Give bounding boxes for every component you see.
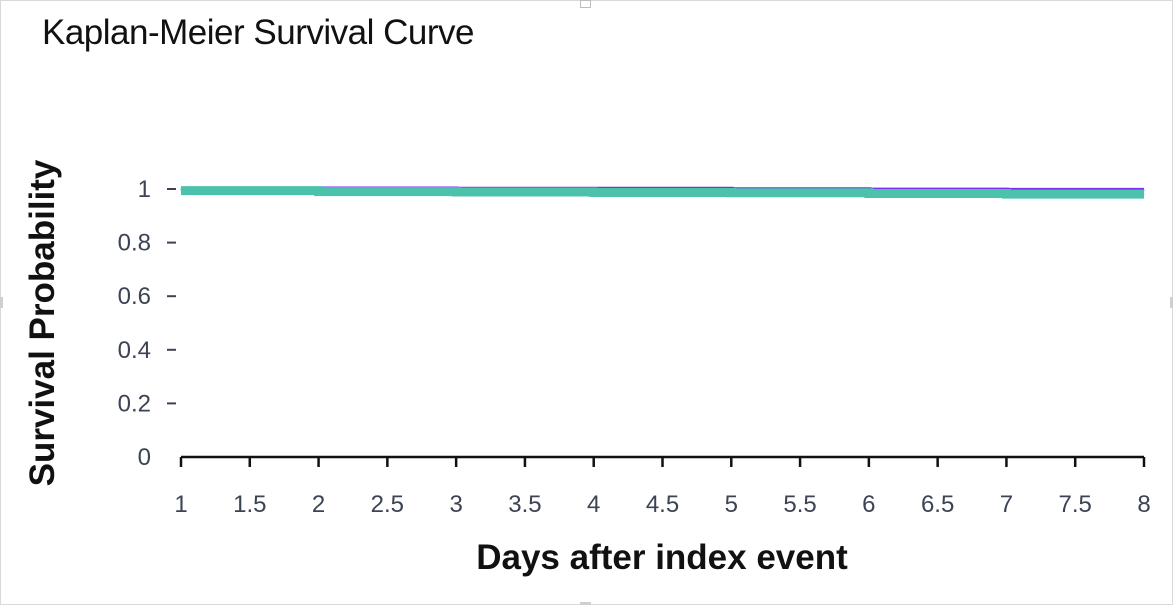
resize-handle-bottom[interactable] — [580, 602, 591, 605]
y-axis-title: Survival Probability — [23, 159, 62, 486]
km-series-point — [1143, 193, 1145, 195]
x-tick-label: 3 — [449, 491, 462, 518]
resize-handle-top[interactable] — [580, 0, 591, 8]
resize-handle-left[interactable] — [0, 297, 3, 308]
x-tick-label: 6.5 — [921, 491, 954, 518]
x-axis-title: Days after index event — [476, 538, 848, 577]
x-tick-label: 1.5 — [233, 491, 266, 518]
y-tick-label: 0 — [138, 444, 151, 471]
x-tick-label: 7.5 — [1059, 491, 1092, 518]
x-tick-label: 5.5 — [783, 491, 816, 518]
y-tick-label: 0.6 — [118, 283, 151, 310]
km-series-point — [730, 192, 732, 194]
x-tick-label: 5 — [725, 491, 738, 518]
km-series-point — [455, 191, 457, 193]
y-axis: 0 0.2 0.4 0.6 0.8 1 — [118, 176, 176, 471]
x-axis: 1 1.5 2 2.5 3 3.5 4 4.5 5 5.5 6 6.5 7 7.5 8 — [174, 455, 1151, 518]
km-series-point — [318, 191, 320, 193]
km-series-point — [593, 191, 595, 193]
x-tick-label: 8 — [1137, 491, 1150, 518]
x-tick-label: 6 — [862, 491, 875, 518]
km-series-point — [1005, 193, 1007, 195]
x-tick-label: 4.5 — [646, 491, 679, 518]
y-tick-label: 1 — [138, 176, 151, 203]
x-tick-label: 7 — [1000, 491, 1013, 518]
x-tick-label: 1 — [174, 491, 187, 518]
x-tick-label: 2.5 — [371, 491, 404, 518]
x-tick-label: 4 — [587, 491, 600, 518]
y-tick-label: 0.4 — [118, 337, 151, 364]
km-series-point — [868, 193, 870, 195]
x-tick-label: 3.5 — [508, 491, 541, 518]
y-tick-label: 0.2 — [118, 390, 151, 417]
y-tick-label: 0.8 — [118, 230, 151, 257]
chart-title: Kaplan-Meier Survival Curve — [42, 13, 474, 52]
resize-handle-right[interactable] — [1170, 297, 1173, 308]
km-series-point — [180, 190, 182, 192]
km-series-line — [181, 186, 1144, 199]
x-tick-label: 2 — [312, 491, 325, 518]
series-layer — [180, 186, 1145, 199]
